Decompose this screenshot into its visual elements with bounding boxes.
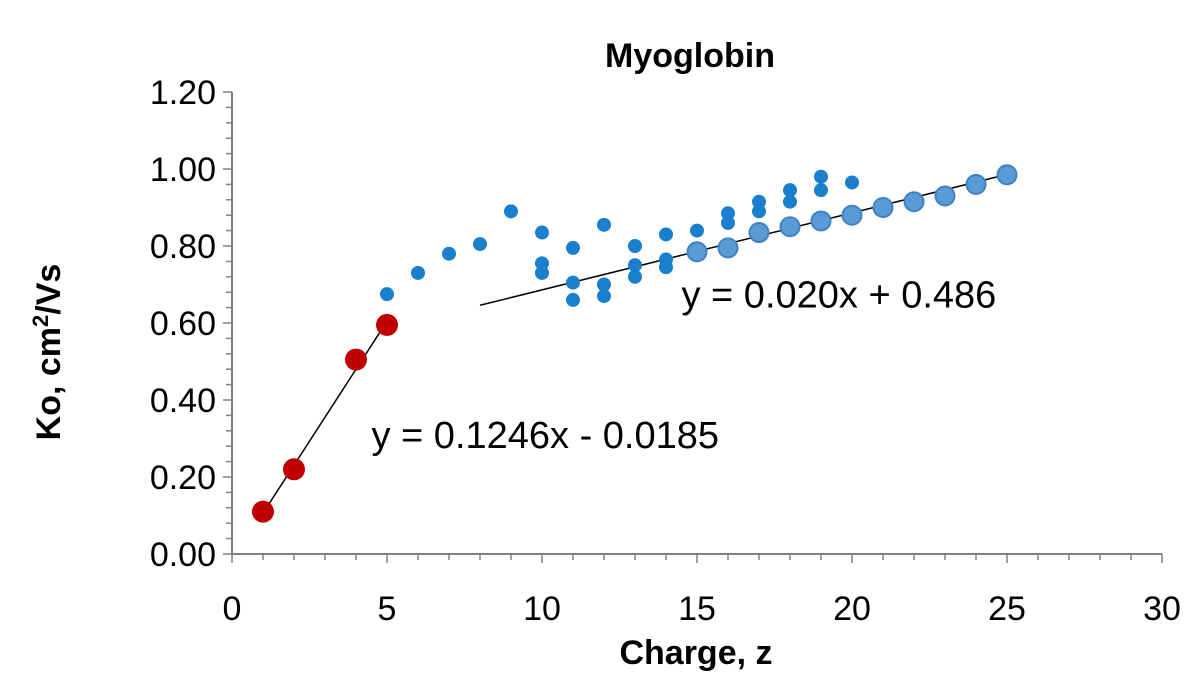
data-point (779, 216, 801, 238)
data-point (659, 260, 673, 275)
data-point (814, 183, 828, 198)
data-point (872, 197, 894, 218)
data-point (783, 194, 797, 209)
data-point (686, 241, 708, 263)
y-axis-title-tail: /Vs (30, 264, 68, 315)
data-points (252, 164, 1018, 523)
y-tick-label: 0.20 (150, 459, 216, 497)
data-point (535, 225, 549, 240)
data-point (903, 191, 925, 213)
trendlines (262, 173, 1008, 514)
equation-labels: y = 0.1246x - 0.0185 y = 0.020x + 0.486 (372, 275, 997, 458)
svg-text:Ko, cm2/Vs: Ko, cm2/Vs (28, 264, 68, 441)
data-point (345, 348, 367, 371)
x-tick-label: 25 (988, 590, 1026, 628)
data-point (841, 204, 863, 226)
data-point (659, 227, 673, 242)
data-point (566, 240, 580, 255)
x-tick-label: 15 (678, 590, 716, 628)
y-tick-label: 0.40 (150, 382, 216, 420)
data-point (845, 175, 859, 190)
data-point (473, 237, 487, 252)
data-point (752, 194, 766, 209)
axes: 0 5 10 15 20 25 30 0.00 0.20 0.40 0.60 0.80 1.00 1.20 (150, 74, 1181, 628)
data-point (252, 500, 274, 523)
data-point (411, 265, 425, 280)
data-point (442, 246, 456, 261)
data-point (628, 239, 642, 253)
data-point (690, 223, 704, 238)
data-point (628, 269, 642, 284)
x-tick-label: 10 (523, 590, 561, 628)
data-point (597, 289, 611, 304)
data-point (783, 183, 797, 198)
y-tick-label: 0.60 (150, 305, 216, 343)
x-tick-label: 20 (833, 590, 871, 628)
chart-title: Myoglobin (605, 37, 775, 75)
data-point (380, 287, 394, 302)
y-tick-label: 1.00 (150, 151, 216, 189)
data-point (376, 313, 398, 336)
data-point (752, 204, 766, 219)
data-point (717, 237, 739, 259)
data-point (721, 215, 735, 230)
data-point (597, 277, 611, 292)
trendline-equation-2: y = 0.020x + 0.486 (682, 275, 997, 317)
y-axis-title-main: Ko, cm (30, 327, 68, 440)
data-point (748, 222, 770, 244)
y-axis-title-superscript: 2 (28, 315, 53, 327)
x-axis-title: Charge, z (619, 634, 772, 672)
data-point (814, 169, 828, 184)
x-tick-label: 30 (1143, 590, 1181, 628)
data-point (535, 265, 549, 280)
data-point (810, 210, 832, 232)
data-point (504, 204, 518, 219)
data-point (566, 275, 580, 290)
trendline-equation-1: y = 0.1246x - 0.0185 (372, 415, 720, 457)
y-tick-label: 0.80 (150, 228, 216, 266)
data-point (283, 458, 305, 481)
y-tick-label: 1.20 (150, 74, 216, 112)
data-point (535, 256, 549, 271)
x-tick-label: 0 (223, 590, 242, 628)
data-point (721, 206, 735, 221)
y-axis-title: Ko, cm2/Vs (28, 264, 68, 441)
data-point (996, 164, 1018, 186)
trendline-1 (262, 320, 388, 514)
data-point (566, 292, 580, 307)
data-point (597, 217, 611, 232)
data-point (628, 258, 642, 273)
data-point (934, 185, 956, 207)
data-point (965, 173, 987, 195)
y-tick-label: 0.00 (150, 536, 216, 574)
x-tick-label: 5 (378, 590, 397, 628)
